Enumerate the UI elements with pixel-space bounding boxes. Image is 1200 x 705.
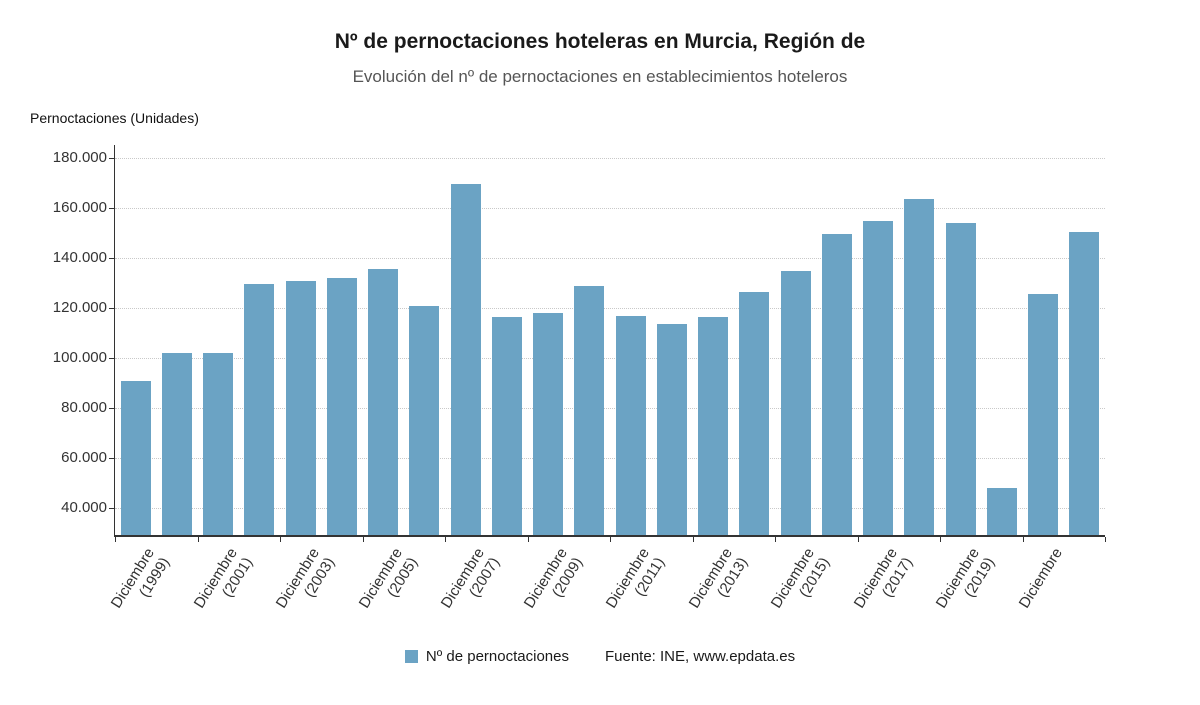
bar [120, 380, 151, 535]
y-axis-tick [109, 158, 115, 159]
x-tick-label: Diciembre [1015, 545, 1066, 612]
x-axis-tick [362, 537, 364, 542]
y-axis-tick [109, 358, 115, 359]
bar [326, 278, 357, 535]
gridline [115, 408, 1105, 409]
bar [656, 324, 687, 536]
y-tick-label: 80.000 [61, 399, 107, 416]
x-axis-tick [280, 537, 281, 542]
y-axis-tick [109, 208, 115, 209]
x-tick-label: Diciembre (1999) [107, 545, 174, 612]
bar [161, 353, 192, 535]
bar [863, 220, 894, 535]
x-axis-tick [197, 537, 199, 542]
bar [450, 184, 481, 536]
y-axis-tick [109, 258, 115, 259]
x-axis-tick [1105, 537, 1106, 542]
gridline [115, 258, 1105, 259]
gridline [115, 358, 1105, 359]
y-tick-label: 100.000 [52, 349, 107, 366]
x-axis-tick [775, 537, 776, 542]
gridline [115, 308, 1105, 309]
y-tick-label: 180.000 [52, 149, 107, 166]
y-tick-label: 40.000 [61, 499, 107, 516]
gridline [115, 508, 1105, 509]
bar [244, 284, 275, 536]
bar [203, 353, 234, 535]
x-axis-tick [1022, 537, 1024, 542]
y-tick-label: 60.000 [61, 449, 107, 466]
bar [986, 488, 1017, 535]
x-tick-label: Diciembre (2009) [520, 545, 586, 612]
chart-title: Nº de pernoctaciones hoteleras en Murcia… [334, 30, 866, 53]
y-tick-label: 160.000 [52, 199, 107, 216]
bar [615, 315, 646, 535]
chart-footer: Nº de pernoctaciones Fuente: INE, www.ep… [0, 648, 1200, 665]
bar [821, 234, 852, 536]
y-axis-tick [109, 308, 115, 309]
x-axis-line [114, 535, 1105, 537]
bar [409, 305, 440, 535]
legend-item[interactable]: Nº de pernoctaciones [404, 648, 569, 665]
gridline [115, 208, 1105, 209]
x-tick-label: Diciembre (2013) [685, 545, 751, 612]
x-axis-tick [692, 537, 694, 542]
bar [739, 291, 770, 536]
bar [1069, 231, 1100, 536]
legend-label: Nº de pernoctaciones [425, 648, 569, 665]
x-axis-tick [610, 537, 611, 542]
x-tick-label: Diciembre (2003) [272, 545, 339, 612]
bar [491, 316, 522, 536]
bar [698, 316, 729, 536]
x-axis-tick [857, 537, 859, 542]
x-tick-label: Diciembre (2005) [355, 545, 421, 612]
bar [368, 269, 399, 536]
x-tick-label: Diciembre (2011) [602, 545, 669, 612]
gridline [115, 158, 1105, 159]
gridline [115, 458, 1105, 459]
legend-swatch-icon [404, 650, 418, 663]
x-axis-tick [445, 537, 446, 542]
x-axis-tick [527, 537, 529, 542]
bar [574, 285, 605, 535]
y-axis-line [114, 145, 115, 535]
x-tick-label: Diciembre (2019) [932, 545, 999, 612]
x-axis-tick [115, 537, 116, 542]
bar [904, 199, 935, 536]
bar [285, 280, 316, 535]
source-text: Fuente: INE, www.epdata.es [604, 648, 796, 665]
y-axis-tick [109, 458, 115, 459]
y-axis-title: Pernoctaciones (Unidades) [30, 110, 199, 126]
x-axis-tick [940, 537, 941, 542]
chart-subtitle: Evolución del nº de pernoctaciones en es… [352, 67, 848, 86]
y-axis-tick [109, 408, 115, 409]
x-tick-label: Diciembre (2015) [767, 545, 834, 612]
bar [533, 313, 564, 535]
bar [780, 270, 811, 535]
x-tick-label: Diciembre (2017) [850, 545, 916, 612]
x-tick-label: Diciembre (2007) [437, 545, 504, 612]
bar [945, 223, 976, 535]
y-tick-label: 120.000 [52, 299, 107, 316]
y-tick-label: 140.000 [52, 249, 107, 266]
y-axis-tick [109, 508, 115, 509]
bar [1028, 294, 1059, 536]
x-tick-label: Diciembre (2001) [190, 545, 256, 612]
